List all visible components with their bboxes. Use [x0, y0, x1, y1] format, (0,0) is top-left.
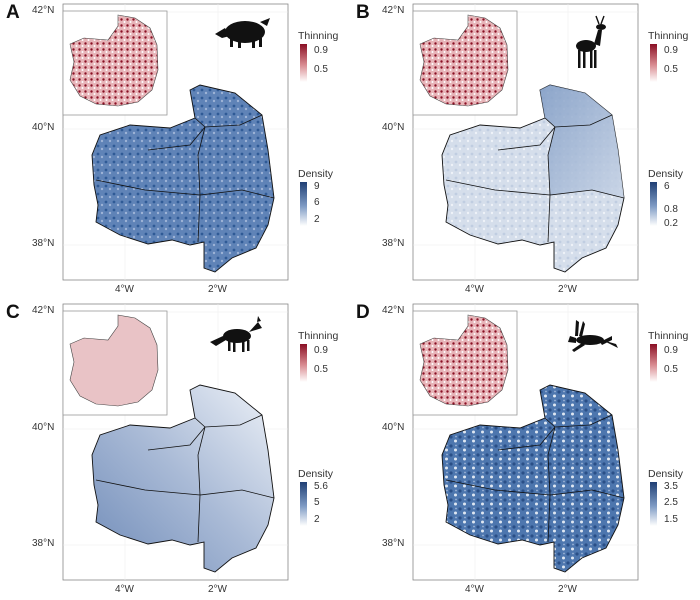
legend-tick: 0.2	[664, 218, 678, 229]
legend-tick: 5	[314, 497, 320, 508]
thinning-inset-map	[69, 14, 159, 107]
density-legend: Density 6 0.8 0.2	[648, 168, 700, 230]
panel-letter: C	[6, 302, 20, 323]
province-borders	[445, 414, 625, 543]
hare-icon	[568, 320, 618, 352]
density-legend: Density 9 6 2	[298, 168, 350, 230]
legend-tick: 6	[314, 197, 320, 208]
region-map	[441, 384, 625, 573]
legend-tick: 0.5	[664, 364, 678, 375]
lon-label: 2°W	[558, 584, 577, 595]
legend-colorbar	[650, 44, 657, 82]
legend-title: Thinning	[648, 30, 689, 42]
region-highlight	[540, 85, 624, 198]
legend-colorbar	[650, 344, 657, 382]
thinning-inset-map	[419, 14, 509, 107]
lon-label: 2°W	[208, 584, 227, 595]
legend-tick: 0.5	[314, 64, 328, 75]
panel-d: D 42°N 40°N 38°N 4°W 2°W Thinning 0.9 0.…	[350, 300, 700, 600]
lat-label: 40°N	[382, 122, 405, 133]
panel-letter: A	[6, 2, 20, 23]
province-borders	[95, 414, 275, 543]
legend-title: Density	[648, 468, 684, 480]
legend-colorbar	[300, 482, 307, 526]
panel-c: C 42°N 40°N 38°N 4°W 2°W Thinning 0.9 0.…	[0, 300, 350, 600]
density-legend: Density 5.6 5 2	[298, 468, 350, 530]
legend-colorbar	[300, 344, 307, 382]
panel-letter: B	[356, 2, 370, 23]
panel-letter: D	[356, 302, 370, 323]
lat-label: 38°N	[382, 538, 405, 549]
lat-label: 38°N	[32, 238, 55, 249]
legend-tick: 6	[664, 181, 670, 192]
map-svg	[62, 303, 289, 581]
legend-tick: 3.5	[664, 481, 678, 492]
thinning-legend: Thinning 0.9 0.5	[298, 330, 350, 390]
legend-title: Density	[298, 168, 334, 180]
lat-label: 40°N	[32, 422, 55, 433]
legend-tick: 0.9	[314, 45, 328, 56]
lat-label: 42°N	[382, 5, 405, 16]
lon-label: 4°W	[115, 284, 134, 295]
province-borders	[95, 114, 275, 243]
legend-title: Thinning	[298, 30, 339, 42]
lat-label: 42°N	[32, 305, 55, 316]
legend-colorbar	[300, 44, 307, 82]
thinning-inset-map	[419, 314, 509, 407]
legend-colorbar	[300, 182, 307, 226]
legend-tick: 2	[314, 214, 320, 225]
legend-tick: 1.5	[664, 514, 678, 525]
map-svg	[412, 3, 639, 281]
lon-label: 2°W	[208, 284, 227, 295]
legend-title: Thinning	[298, 330, 339, 342]
legend-title: Thinning	[648, 330, 689, 342]
legend-tick: 0.9	[664, 45, 678, 56]
lat-label: 42°N	[32, 5, 55, 16]
legend-colorbar	[650, 182, 657, 226]
legend-title: Density	[298, 468, 334, 480]
lon-label: 4°W	[465, 584, 484, 595]
thinning-legend: Thinning 0.9 0.5	[648, 330, 700, 390]
legend-tick: 2.5	[664, 497, 678, 508]
thinning-inset-map	[69, 314, 159, 407]
region-map	[91, 384, 275, 573]
lat-label: 38°N	[32, 538, 55, 549]
legend-tick: 0.9	[664, 345, 678, 356]
legend-title: Density	[648, 168, 684, 180]
thinning-legend: Thinning 0.9 0.5	[648, 30, 700, 90]
legend-tick: 0.5	[314, 364, 328, 375]
map-svg	[62, 3, 289, 281]
province-borders	[445, 114, 625, 243]
lat-label: 42°N	[382, 305, 405, 316]
fox-icon	[210, 316, 262, 352]
legend-tick: 0.9	[314, 345, 328, 356]
lat-label: 40°N	[382, 422, 405, 433]
panel-a: A 42°N 40°N 38°N 4°W 2°W Thinning 0.9 0.…	[0, 0, 350, 300]
lat-label: 38°N	[382, 238, 405, 249]
lat-label: 40°N	[32, 122, 55, 133]
density-legend: Density 3.5 2.5 1.5	[648, 468, 700, 530]
panel-b: B 42°N 40°N 38°N 4°W 2°W Thinning 0.9 0.…	[350, 0, 700, 300]
lon-label: 4°W	[465, 284, 484, 295]
legend-tick: 0.5	[664, 64, 678, 75]
lon-label: 4°W	[115, 584, 134, 595]
map-svg	[412, 303, 639, 581]
region-map	[91, 84, 275, 273]
lon-label: 2°W	[558, 284, 577, 295]
wild-boar-icon	[215, 18, 270, 48]
legend-tick: 2	[314, 514, 320, 525]
legend-tick: 5.6	[314, 481, 328, 492]
legend-colorbar	[650, 482, 657, 526]
roe-deer-icon	[576, 15, 606, 68]
legend-tick: 0.8	[664, 204, 678, 215]
thinning-legend: Thinning 0.9 0.5	[298, 30, 350, 90]
legend-tick: 9	[314, 181, 320, 192]
